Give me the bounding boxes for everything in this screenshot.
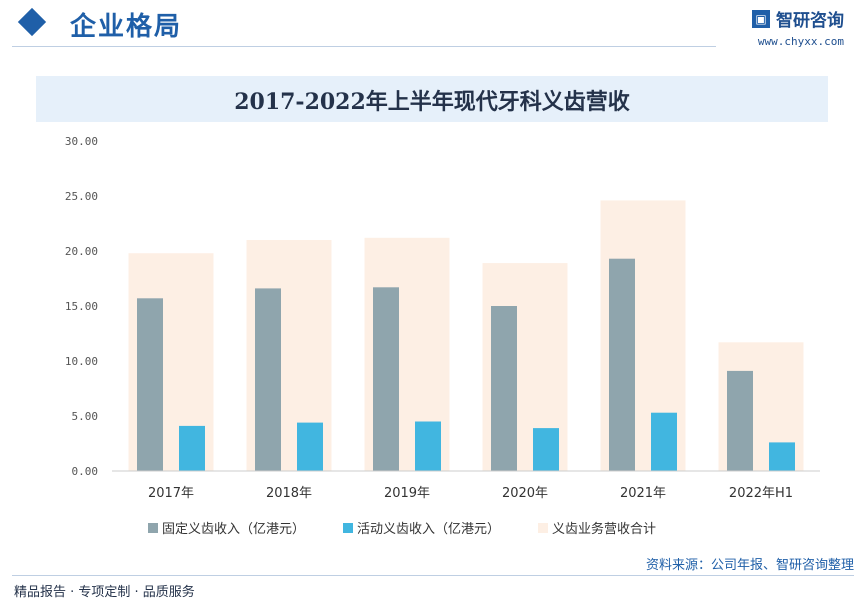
- brand: ▣ 智研咨询 www.chyxx.com: [752, 6, 844, 48]
- header-divider: [12, 46, 716, 47]
- bar-fixed: [609, 258, 635, 471]
- legend-item-total: 义齿业务营收合计: [538, 518, 656, 537]
- chart-title-band: 2017-2022年上半年现代牙科义齿营收: [36, 76, 828, 122]
- y-tick-label: 20.00: [65, 245, 98, 258]
- x-tick-label: 2018年: [266, 486, 312, 501]
- legend-swatch-removable: [343, 522, 354, 533]
- legend-item-fixed: 固定义齿收入（亿港元）: [148, 518, 305, 537]
- y-tick-label: 5.00: [72, 410, 99, 423]
- y-axis: 0.00 5.00 10.00 15.00 20.00 25.00 30.00: [65, 135, 98, 478]
- legend-swatch-fixed: [148, 522, 158, 533]
- bar-removable: [533, 428, 559, 471]
- bar-removable: [769, 442, 795, 471]
- legend-label-total: 义齿业务营收合计: [552, 522, 657, 537]
- legend-swatch-total: [538, 522, 549, 533]
- legend: 固定义齿收入（亿港元） 活动义齿收入（亿港元） 义齿业务营收合计: [148, 518, 656, 537]
- bar-fixed: [255, 288, 281, 471]
- chart-title: 2017-2022年上半年现代牙科义齿营收: [234, 89, 630, 115]
- bar-fixed: [727, 370, 753, 471]
- y-tick-label: 25.00: [65, 190, 98, 203]
- bar-fixed: [137, 298, 163, 471]
- zhiyan-logo-icon: ▣: [752, 9, 770, 28]
- x-tick-label: 2020年: [502, 486, 548, 501]
- bar-removable: [179, 425, 205, 471]
- x-axis: 2017年 2018年 2019年 2020年 2021年 2022年H1: [112, 470, 820, 501]
- y-tick-label: 30.00: [65, 135, 98, 148]
- bar-fixed: [491, 306, 517, 471]
- bar-removable: [415, 421, 441, 471]
- section-title: 企业格局: [70, 12, 183, 42]
- brand-url: www.chyxx.com: [757, 35, 844, 48]
- y-tick-label: 10.00: [65, 355, 98, 368]
- brand-name: 智研咨询: [776, 11, 844, 31]
- y-tick-label: 15.00: [65, 300, 98, 313]
- x-tick-label: 2019年: [384, 486, 430, 501]
- bar-removable: [297, 422, 323, 471]
- header: 企业格局: [0, 0, 866, 54]
- source-note: 资料来源：公司年报、智研咨询整理: [645, 558, 854, 573]
- bar-removable: [651, 412, 677, 471]
- legend-label-fixed: 固定义齿收入（亿港元）: [162, 522, 306, 537]
- footer-slogan: 精品报告 · 专项定制 · 品质服务: [14, 585, 195, 600]
- x-tick-label: 2017年: [148, 486, 194, 501]
- x-tick-label: 2021年: [620, 486, 666, 501]
- footer-divider: [12, 575, 854, 576]
- bar-fixed: [373, 287, 399, 471]
- x-tick-label: 2022年H1: [729, 486, 793, 501]
- y-tick-label: 0.00: [72, 465, 99, 478]
- bars: [128, 200, 804, 471]
- legend-label-removable: 活动义齿收入（亿港元）: [357, 522, 501, 537]
- legend-item-removable: 活动义齿收入（亿港元）: [343, 518, 500, 537]
